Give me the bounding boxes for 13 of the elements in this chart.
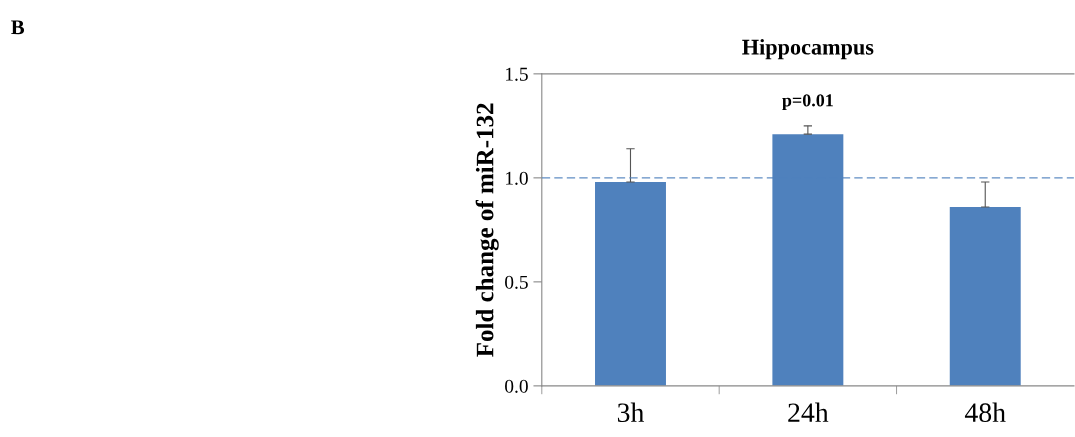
bar bbox=[595, 182, 666, 386]
y-tick-label: 1.0 bbox=[506, 171, 528, 185]
y-tick-label: 0.5 bbox=[505, 275, 528, 289]
text: B bbox=[11, 20, 25, 35]
y-tick-label: 0.0 bbox=[505, 379, 528, 393]
y-tick-label: 1.5 bbox=[506, 67, 528, 81]
x-tick-label: 3h bbox=[617, 402, 645, 423]
x-tick-label: 24h bbox=[788, 402, 829, 422]
x-tick-label: 48h bbox=[964, 402, 1006, 423]
annotation: p=0.01 bbox=[782, 94, 833, 111]
y-axis-title: Fold change of miR-132 bbox=[475, 103, 499, 357]
chart-title: Hippocampus bbox=[742, 38, 874, 60]
bar bbox=[949, 206, 1021, 386]
